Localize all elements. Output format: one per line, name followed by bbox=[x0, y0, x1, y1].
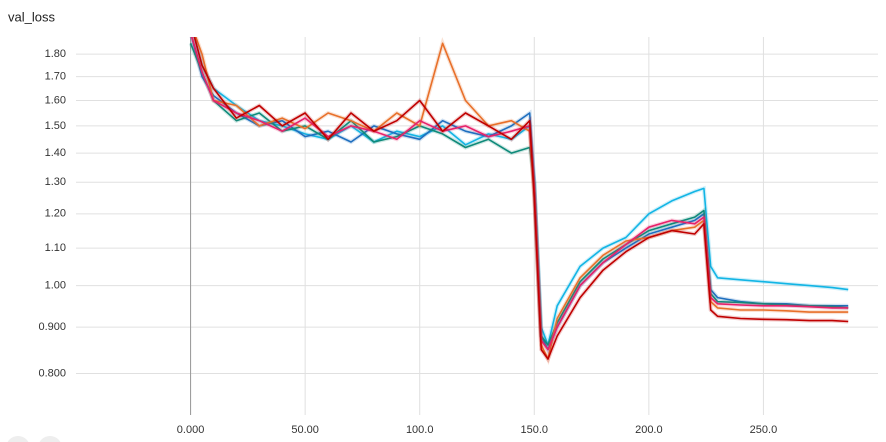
button[interactable] bbox=[6, 436, 30, 442]
x-tick-label: 50.00 bbox=[291, 424, 319, 436]
button[interactable] bbox=[38, 436, 62, 442]
y-tick-label: 1.30 bbox=[45, 176, 66, 188]
y-tick-label: 0.900 bbox=[38, 321, 66, 333]
y-tick-label: 1.70 bbox=[45, 71, 66, 83]
series-line bbox=[189, 43, 849, 346]
y-tick-label: 1.50 bbox=[45, 120, 66, 132]
y-tick-label: 1.60 bbox=[45, 94, 66, 106]
x-tick-label: 250.0 bbox=[750, 424, 778, 436]
series-halo bbox=[188, 42, 849, 349]
y-tick-label: 1.10 bbox=[45, 242, 66, 254]
y-tick-label: 1.00 bbox=[45, 280, 66, 292]
chart-title: val_loss bbox=[8, 9, 55, 24]
y-tick-label: 0.800 bbox=[38, 367, 66, 379]
x-tick-label: 100.0 bbox=[406, 424, 434, 436]
y-tick-label: 1.20 bbox=[45, 208, 66, 220]
x-tick-label: 150.0 bbox=[521, 424, 549, 436]
series-halo bbox=[193, 37, 849, 365]
series-halo bbox=[192, 37, 849, 352]
series-line bbox=[193, 37, 849, 346]
series-line bbox=[193, 37, 849, 360]
x-tick-label: 0.000 bbox=[177, 424, 205, 436]
x-tick-label: 200.0 bbox=[635, 424, 663, 436]
y-tick-label: 1.40 bbox=[45, 147, 66, 159]
y-tick-label: 1.80 bbox=[45, 48, 66, 60]
